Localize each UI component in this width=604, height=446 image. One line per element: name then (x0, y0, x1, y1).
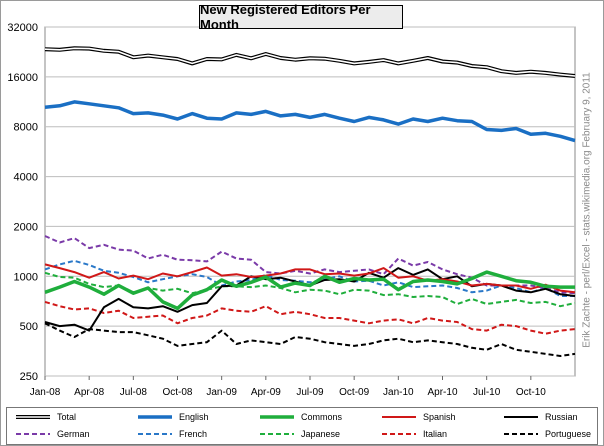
x-tick-label: Oct-09 (339, 387, 369, 398)
legend-item-french: French (137, 427, 207, 441)
legend-item-german: German (15, 427, 90, 441)
legend-label: French (179, 429, 208, 439)
x-tick-label: Apr-09 (251, 387, 281, 398)
y-tick-label: 8000 (14, 122, 38, 134)
x-tick-label: Jan-08 (30, 387, 61, 398)
y-tick-label: 16000 (7, 72, 38, 84)
y-tick-label: 500 (20, 321, 38, 333)
legend-label: Spanish (423, 412, 456, 422)
x-tick-label: Jan-10 (383, 387, 414, 398)
x-tick-label: Oct-10 (516, 387, 546, 398)
y-tick-label: 1000 (14, 271, 38, 283)
series-english-line (44, 100, 576, 143)
legend-label: Russian (545, 412, 578, 422)
legend-item-russian: Russian (503, 410, 578, 424)
y-tick-label: 250 (20, 371, 38, 383)
y-tick-label: 4000 (14, 172, 38, 184)
legend-item-portuguese: Portuguese (503, 427, 591, 441)
legend-swatch-commons (260, 415, 294, 419)
legend-item-total: Total (15, 410, 76, 424)
x-tick-label: Apr-08 (74, 387, 104, 398)
legend: Total English Commons Spanish Russian German F… (6, 407, 598, 445)
legend-swatch-italian (382, 433, 416, 435)
legend-label: Japanese (301, 429, 341, 439)
legend-swatch-portuguese (504, 433, 538, 435)
legend-item-commons: Commons (259, 410, 342, 424)
x-tick-label: Jul-08 (120, 387, 148, 398)
series-spanish-line (44, 263, 576, 294)
legend-swatch-english (138, 415, 172, 419)
legend-swatch-french (138, 433, 172, 435)
y-tick-label: 2000 (14, 221, 38, 233)
series-french-line (44, 259, 575, 297)
legend-swatch-russian (504, 416, 538, 418)
legend-item-spanish: Spanish (381, 410, 456, 424)
legend-label: Portuguese (545, 429, 592, 439)
legend-label: Italian (423, 429, 448, 439)
x-tick-label: Jan-09 (206, 387, 237, 398)
plot-area (44, 26, 576, 377)
x-tick-label: Apr-10 (427, 387, 457, 398)
x-tick-label: Oct-08 (162, 387, 192, 398)
x-tick-label: Jul-09 (296, 387, 324, 398)
legend-swatch-total (16, 415, 50, 419)
legend-item-english: English (137, 410, 209, 424)
legend-item-italian: Italian (381, 427, 447, 441)
legend-label: English (179, 412, 209, 422)
legend-label: Total (57, 412, 77, 422)
legend-label: German (57, 429, 90, 439)
chart-title: New Registered Editors Per Month (199, 2, 403, 32)
legend-item-japanese: Japanese (259, 427, 340, 441)
series-italian-line (44, 300, 576, 335)
legend-swatch-japanese (260, 433, 294, 435)
legend-swatch-spanish (382, 416, 416, 418)
y-tick-label: 32000 (7, 22, 38, 34)
credit-text: Erik Zachte - perl/Excel - stats.wikimed… (581, 72, 593, 348)
legend-label: Commons (301, 412, 343, 422)
x-tick-label: Jul-10 (473, 387, 501, 398)
series-portuguese-line (44, 322, 576, 357)
series-german-line (44, 235, 576, 295)
legend-swatch-german (16, 433, 50, 435)
series-commons-line (44, 270, 575, 311)
series-total-line-inner (44, 47, 576, 77)
